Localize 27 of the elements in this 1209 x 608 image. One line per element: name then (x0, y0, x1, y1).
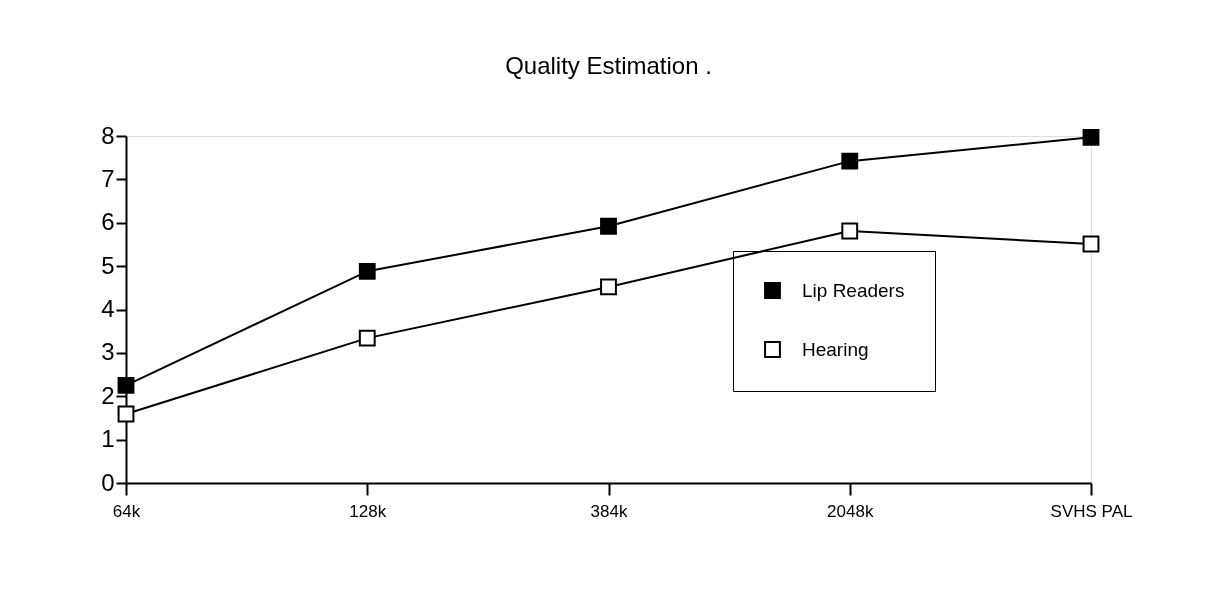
y-tick-label: 3 (101, 338, 115, 366)
point (600, 217, 617, 235)
point (358, 262, 376, 280)
x-tick-label: 64k (112, 501, 141, 521)
point (841, 222, 859, 240)
x-tick-label: 128k (349, 501, 387, 521)
point (117, 376, 135, 394)
point (1082, 128, 1100, 146)
y-tick-label: 5 (101, 251, 115, 279)
y-tick-label: 1 (101, 425, 115, 453)
y-tick-label: 2 (101, 381, 115, 409)
y-tick-label: 0 (101, 468, 115, 496)
point (600, 278, 617, 296)
point (1082, 235, 1100, 253)
point (117, 405, 135, 423)
legend-label: Hearing (802, 338, 869, 360)
y-tick-label: 6 (101, 208, 115, 236)
x-tick-label: 384k (590, 501, 628, 521)
x-tick-label: 2048k (827, 501, 874, 521)
y-tick-label: 4 (101, 295, 115, 322)
legend-label: Lip Readers (802, 279, 905, 301)
y-tick-label: 7 (101, 164, 115, 192)
point (358, 329, 376, 347)
chart-title: Quality Estimation . (505, 52, 712, 79)
y-tick-label: 8 (101, 121, 115, 149)
x-tick-label: SVHS PAL (1050, 501, 1133, 521)
point (841, 152, 859, 170)
